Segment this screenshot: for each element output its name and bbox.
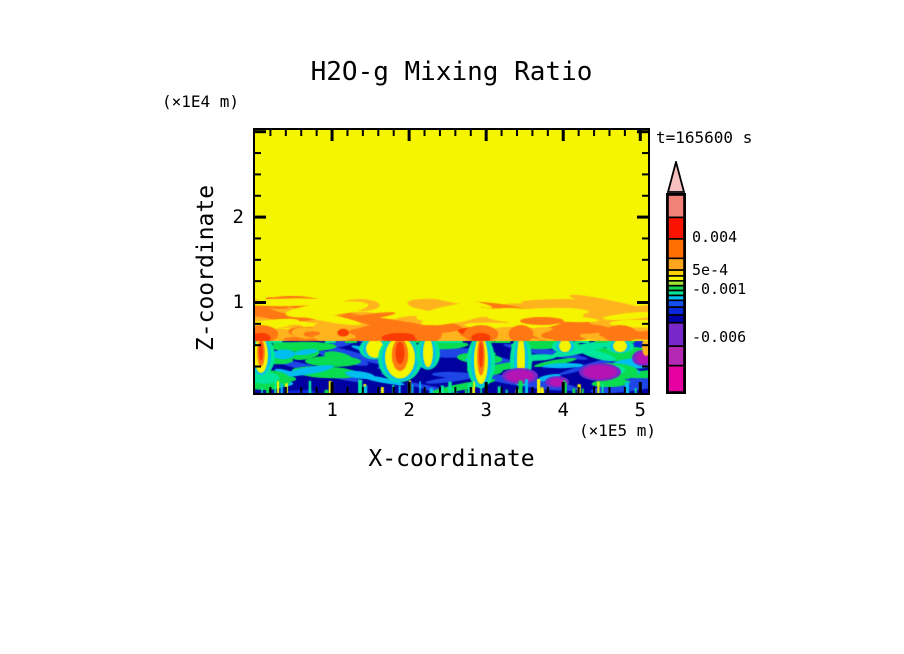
colorbar-segment bbox=[667, 345, 685, 367]
z-axis-title: Z-coordinate bbox=[193, 184, 219, 352]
colorbar-label: -0.006 bbox=[692, 327, 747, 346]
x-tick-label: 4 bbox=[557, 399, 569, 421]
colorbar-segment bbox=[667, 314, 685, 324]
chart-title: H2O-g Mixing Ratio bbox=[310, 57, 593, 87]
colorbar-segment bbox=[667, 364, 685, 393]
x-tick-label: 3 bbox=[480, 399, 492, 421]
z-tick-label: 2 bbox=[232, 206, 244, 229]
contour-field bbox=[255, 130, 648, 393]
x-tick-label: 5 bbox=[634, 399, 646, 421]
colorbar-label: 0.004 bbox=[692, 227, 738, 246]
x-axis-unit-label: (×1E5 m) bbox=[578, 421, 656, 440]
z-axis-unit-label: (×1E4 m) bbox=[162, 92, 240, 111]
z-tick-label: 1 bbox=[232, 291, 244, 314]
colorbar-arrow-icon bbox=[666, 161, 686, 193]
colorbar-segment bbox=[667, 238, 685, 260]
colorbar-label: -0.001 bbox=[692, 279, 747, 298]
colorbar-segment bbox=[667, 299, 685, 308]
colorbar-segment bbox=[667, 321, 685, 347]
colorbar-gradient bbox=[666, 193, 686, 394]
colorbar-segment bbox=[667, 257, 685, 271]
colorbar-label: 5e-4 bbox=[692, 261, 729, 280]
x-tick-label: 1 bbox=[326, 399, 338, 421]
colorbar-segment bbox=[667, 194, 685, 219]
colorbar-segment bbox=[667, 269, 685, 277]
plot-area bbox=[253, 128, 650, 395]
time-label: t=165600 s bbox=[656, 128, 753, 147]
colorbar-segment bbox=[667, 306, 685, 316]
colorbar-segment bbox=[667, 216, 685, 240]
x-axis-title: X-coordinate bbox=[368, 446, 535, 472]
x-tick-label: 2 bbox=[403, 399, 415, 421]
